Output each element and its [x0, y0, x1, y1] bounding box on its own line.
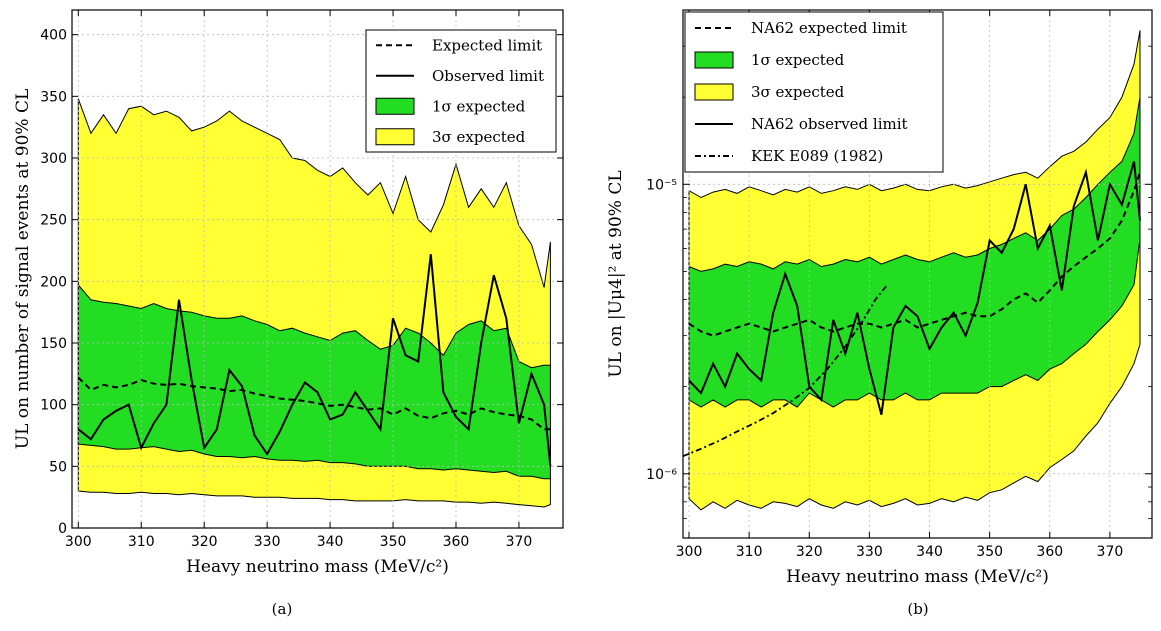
y-tick-label: 200 [40, 274, 67, 290]
legend-label: 3σ expected [751, 83, 845, 101]
legend-label: 1σ expected [751, 51, 845, 69]
x-tick-label: 310 [736, 544, 763, 560]
x-tick-label: 330 [856, 544, 883, 560]
panel-a-caption: (a) [272, 600, 293, 618]
panel-b-legend: NA62 expected limit 1σ expected 3σ expecte… [685, 12, 943, 172]
x-tick-label: 340 [317, 534, 344, 550]
legend-label: 1σ expected [432, 97, 526, 115]
panel-b-xlabel: Heavy neutrino mass (MeV/c²) [786, 567, 1049, 587]
panel-b: 300 310 320 330 340 350 360 370 10⁻⁶ 10⁻⁵ Heavy n… [606, 10, 1152, 618]
y-tick-label: 150 [40, 336, 67, 352]
y-tick-label: 400 [40, 28, 67, 44]
y-tick-label: 10⁻⁶ [646, 467, 677, 483]
y-tick-label: 10⁻⁵ [646, 177, 677, 193]
legend-swatch [695, 52, 733, 68]
legend-label: KEK E089 (1982) [751, 147, 883, 165]
legend-swatch [695, 84, 733, 100]
x-tick-label: 350 [380, 534, 407, 550]
legend-label: 3σ expected [432, 128, 526, 146]
y-tick-label: 100 [40, 398, 67, 414]
x-tick-label: 340 [916, 544, 943, 560]
legend-label: NA62 expected limit [751, 19, 907, 37]
legend-swatch [376, 129, 414, 145]
x-tick-label: 370 [1097, 544, 1124, 560]
y-tick-label: 0 [58, 521, 67, 537]
y-tick-label: 250 [40, 213, 67, 229]
panel-a: 300 310 320 330 340 350 360 370 0 50 100 150 200 250 3… [13, 10, 563, 618]
x-tick-label: 320 [191, 534, 218, 550]
x-tick-label: 350 [976, 544, 1003, 560]
x-tick-label: 360 [1036, 544, 1063, 560]
legend-swatch [376, 98, 414, 114]
panel-b-caption: (b) [907, 600, 928, 618]
panel-a-legend: Expected limit Observed limit 1σ expected 3… [366, 30, 556, 152]
x-tick-label: 330 [254, 534, 281, 550]
legend-label: Expected limit [432, 36, 542, 54]
x-tick-label: 300 [676, 544, 703, 560]
panel-b-ylabel: UL on |Uμ4|² at 90% CL [606, 170, 626, 377]
legend-label: Observed limit [432, 67, 544, 85]
y-tick-label: 350 [40, 89, 67, 105]
x-tick-label: 370 [506, 534, 533, 550]
x-tick-label: 320 [796, 544, 823, 560]
panel-a-ylabel: UL on number of signal events at 90% CL [13, 89, 33, 450]
x-tick-label: 310 [128, 534, 155, 550]
panel-a-xlabel: Heavy neutrino mass (MeV/c²) [186, 557, 449, 577]
panel-a-bands [78, 99, 550, 507]
legend-label: NA62 observed limit [751, 115, 908, 133]
x-tick-label: 360 [443, 534, 470, 550]
y-tick-label: 300 [40, 151, 67, 167]
y-tick-label: 50 [49, 459, 67, 475]
x-tick-label: 300 [65, 534, 92, 550]
